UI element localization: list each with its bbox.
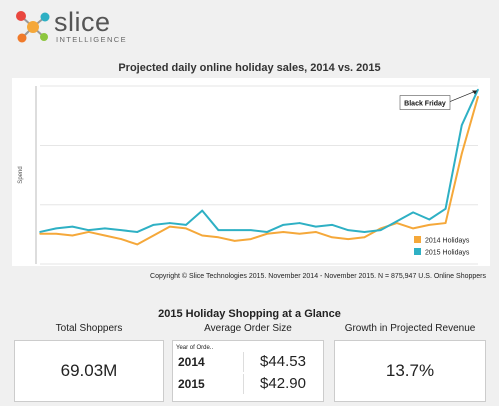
aos-label: Average Order Size: [204, 323, 292, 334]
summary-title: 2015 Holiday Shopping at a Glance: [158, 308, 341, 320]
data-point-s2-5: [104, 227, 106, 230]
data-point-s2-23: [396, 220, 398, 223]
chart-title: Projected daily online holiday sales, 20…: [118, 62, 381, 74]
legend-swatch-2: [414, 248, 421, 255]
data-point-s2-15: [266, 231, 268, 233]
data-point-s2-7: [136, 231, 139, 233]
logo-text: slice: [54, 7, 111, 37]
data-point-s1-2: [55, 232, 58, 235]
data-point-s2-21: [363, 231, 366, 233]
series-line-1: [40, 96, 479, 246]
data-point-s2-10: [185, 224, 187, 226]
series-line-2: [39, 89, 479, 233]
data-point-s1-25: [428, 224, 431, 226]
data-point-s1-7: [136, 243, 139, 246]
data-point-s2-3: [71, 225, 74, 228]
legend-label-2: 2015 Holidays: [425, 250, 470, 257]
data-point-s1-28: [477, 95, 479, 98]
data-point-s1-12: [217, 236, 220, 239]
legend-label-1: 2014 Holidays: [425, 238, 470, 245]
data-point-s2-24: [412, 211, 414, 214]
data-point-s1-11: [201, 234, 204, 237]
data-point-s1-4: [87, 231, 90, 233]
data-point-s2-1: [39, 231, 41, 233]
data-point-s2-16: [282, 224, 285, 226]
data-point-s1-5: [104, 234, 106, 237]
data-point-s1-20: [347, 238, 350, 240]
aos-value-2014: $44.53: [243, 352, 322, 372]
copyright-note: Copyright © Slice Technologies 2015. Nov…: [150, 273, 486, 280]
data-point-s1-6: [120, 238, 122, 240]
total-shoppers-label: Total Shoppers: [55, 323, 123, 334]
aos-value-2015: $42.90: [243, 374, 322, 394]
annotation-arrow-1: [449, 90, 478, 102]
data-point-s2-25: [428, 218, 431, 221]
data-point-s2-26: [444, 208, 447, 210]
data-point-s1-19: [331, 236, 333, 239]
data-point-s2-17: [298, 222, 301, 224]
growth-value: 13.7%: [385, 361, 435, 380]
data-point-s1-24: [412, 227, 414, 230]
data-point-s1-17: [298, 232, 301, 235]
data-point-s2-22: [379, 229, 382, 231]
growth-label: Growth in Projected Revenue: [344, 323, 476, 334]
data-point-s2-9: [168, 222, 171, 224]
slice-logo-icon: [16, 11, 50, 43]
data-point-s1-9: [168, 225, 171, 228]
logo-subtext: INTELLIGENCE: [56, 35, 127, 44]
data-point-s2-28: [477, 88, 479, 91]
data-point-s1-23: [396, 222, 398, 224]
data-point-s2-12: [217, 229, 220, 231]
data-point-s2-18: [314, 225, 317, 228]
data-point-s2-2: [55, 227, 58, 230]
legend-swatch-1: [414, 236, 421, 243]
aos-box: Year of Orde.. 2014 $44.53 2015 $42.90: [172, 340, 324, 402]
data-point-s2-14: [250, 229, 252, 231]
growth-box: 13.7%: [334, 340, 486, 402]
data-point-s1-15: [266, 232, 268, 235]
total-shoppers-box: 69.03M: [14, 340, 164, 402]
slice-logo: slice INTELLIGENCE: [14, 7, 127, 48]
total-shoppers-value: 69.03M: [60, 361, 118, 380]
aos-year-2014: 2014: [178, 355, 205, 369]
annotation-label-1: Black Friday: [404, 101, 446, 108]
data-point-s1-16: [282, 231, 285, 233]
line-chart: Spend Black Friday 2014 Holidays 2015 Holid…: [18, 85, 479, 265]
data-point-s1-21: [363, 236, 366, 239]
data-point-s1-26: [444, 222, 447, 224]
y-axis-label: Spend: [18, 166, 24, 183]
data-point-s1-27: [460, 152, 463, 155]
data-point-s1-8: [152, 234, 155, 237]
data-point-s2-13: [233, 229, 236, 231]
data-point-s1-1: [39, 232, 41, 235]
aos-year-2015: 2015: [178, 377, 205, 391]
data-point-s2-20: [347, 229, 350, 231]
data-point-s1-10: [185, 227, 187, 230]
chart-panel: Spend Black Friday 2014 Holidays 2015 Holid…: [12, 78, 490, 266]
data-point-s2-19: [331, 224, 333, 226]
annotation-arrowhead-1: [472, 90, 477, 95]
data-point-s1-3: [71, 234, 74, 237]
annotation-box-1: [399, 95, 451, 110]
data-point-s2-11: [201, 209, 204, 212]
data-point-s2-6: [120, 229, 122, 231]
data-point-s1-22: [379, 227, 382, 230]
year-header: Year of Orde..: [176, 345, 214, 351]
data-point-s1-14: [250, 238, 252, 240]
data-point-s1-18: [314, 231, 317, 233]
data-point-s2-8: [152, 224, 155, 226]
data-point-s1-13: [233, 240, 236, 242]
data-point-s2-4: [87, 229, 90, 231]
data-point-s2-27: [460, 124, 463, 126]
